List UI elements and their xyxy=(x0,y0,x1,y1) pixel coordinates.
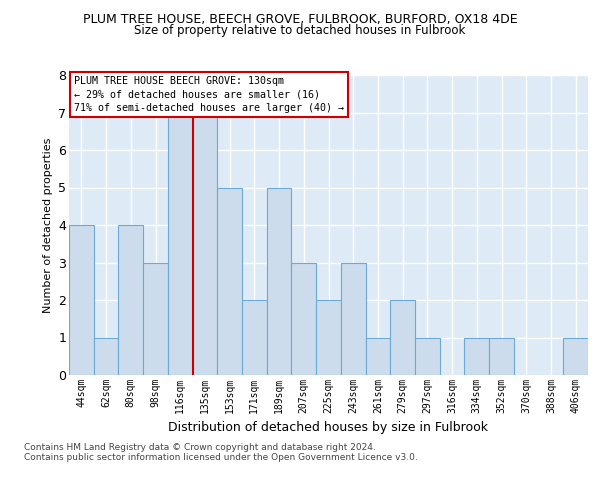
Text: Contains HM Land Registry data © Crown copyright and database right 2024.
Contai: Contains HM Land Registry data © Crown c… xyxy=(24,442,418,462)
X-axis label: Distribution of detached houses by size in Fulbrook: Distribution of detached houses by size … xyxy=(169,422,488,434)
Bar xyxy=(217,188,242,375)
Bar xyxy=(415,338,440,375)
Bar xyxy=(316,300,341,375)
Bar xyxy=(464,338,489,375)
Bar xyxy=(143,262,168,375)
Bar xyxy=(118,225,143,375)
Bar xyxy=(267,188,292,375)
Bar xyxy=(341,262,365,375)
Bar xyxy=(365,338,390,375)
Text: Size of property relative to detached houses in Fulbrook: Size of property relative to detached ho… xyxy=(134,24,466,37)
Bar xyxy=(390,300,415,375)
Bar xyxy=(193,112,217,375)
Bar xyxy=(563,338,588,375)
Text: PLUM TREE HOUSE, BEECH GROVE, FULBROOK, BURFORD, OX18 4DE: PLUM TREE HOUSE, BEECH GROVE, FULBROOK, … xyxy=(83,12,517,26)
Bar xyxy=(489,338,514,375)
Y-axis label: Number of detached properties: Number of detached properties xyxy=(43,138,53,312)
Bar xyxy=(69,225,94,375)
Bar xyxy=(242,300,267,375)
Bar xyxy=(168,112,193,375)
Bar xyxy=(94,338,118,375)
Bar xyxy=(292,262,316,375)
Text: PLUM TREE HOUSE BEECH GROVE: 130sqm
← 29% of detached houses are smaller (16)
71: PLUM TREE HOUSE BEECH GROVE: 130sqm ← 29… xyxy=(74,76,344,113)
